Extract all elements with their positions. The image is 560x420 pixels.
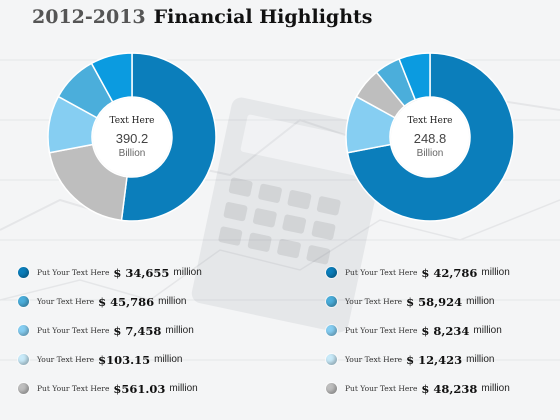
legend-dot-icon [326,325,337,336]
donut-slice [120,52,217,222]
donut-chart-left: Text Here 390.2 Billion [47,52,217,222]
title-main: Financial Highlights [153,6,373,28]
donut-center-label: Text Here [407,115,453,126]
donut-center-label: Text Here [109,115,155,126]
donut-center-value: 248.8 [413,130,447,146]
donut-slice [90,52,133,103]
legend-dot-icon [18,354,29,365]
legend-unit: million [154,354,183,365]
legend-text: Put Your Text Here [345,384,418,393]
donut-slice [346,52,515,222]
legend-text: Your Text Here [37,355,95,364]
donut-hole [93,98,171,176]
legend-unit: million [169,383,198,394]
legend-item: Put Your Text Here $ 7,458 million [18,316,278,345]
legend-amount: $ 48,238 [421,381,478,396]
legend-right: Put Your Text Here $ 42,786 million Your… [326,258,560,403]
legend-text: Your Text Here [37,297,95,306]
legend-dot-icon [18,325,29,336]
legend-amount: $ 7,458 [113,323,162,338]
legend-dot-icon [326,354,337,365]
donut-slice [398,52,431,101]
legend-unit: million [158,296,187,307]
legend-amount: $ 34,655 [113,265,170,280]
legend-item: Put Your Text Here $ 48,238 million [326,374,560,403]
legend-text: Put Your Text Here [37,268,110,277]
legend-unit: million [481,383,510,394]
legend-dot-icon [326,267,337,278]
legend-text: Your Text Here [345,355,403,364]
donut-center-unit: Billion [118,147,146,159]
legend-unit: million [466,296,495,307]
legend-unit: million [466,354,495,365]
donut-hole [391,98,469,176]
legend-text: Put Your Text Here [37,326,110,335]
legend-dot-icon [326,296,337,307]
legend-unit: million [165,325,194,336]
donut-chart-right: Text Here 248.8 Billion [345,52,515,222]
legend-amount: $561.03 [113,381,166,396]
legend-unit: million [481,267,510,278]
legend-item: Your Text Here $103.15 million [18,345,278,374]
donut-chart-right-svg [345,52,515,222]
legend-amount: $ 45,786 [98,294,155,309]
legend-item: Put Your Text Here $561.03 million [18,374,278,403]
page-title: 2012-2013 Financial Highlights [32,6,373,28]
legend-item: Put Your Text Here $ 42,786 million [326,258,560,287]
legend-item: Put Your Text Here $ 34,655 million [18,258,278,287]
legend-text: Your Text Here [345,297,403,306]
legend-item: Your Text Here $ 45,786 million [18,287,278,316]
legend-text: Put Your Text Here [37,384,110,393]
title-years: 2012-2013 [32,6,146,28]
legend-dot-icon [18,383,29,394]
legend-amount: $103.15 [98,352,151,367]
legend-item: Your Text Here $ 58,924 million [326,287,560,316]
legend-item: Put Your Text Here $ 8,234 million [326,316,560,345]
donut-center-unit: Billion [416,147,444,159]
legend-item: Your Text Here $ 12,423 million [326,345,560,374]
donut-center-right: Text Here 248.8 Billion [345,52,515,222]
legend-dot-icon [326,383,337,394]
legend-amount: $ 8,234 [421,323,470,338]
legend-left: Put Your Text Here $ 34,655 million Your… [18,258,278,403]
legend-amount: $ 12,423 [406,352,463,367]
legend-text: Put Your Text Here [345,326,418,335]
legend-unit: million [173,267,202,278]
legend-dot-icon [18,267,29,278]
donut-center-left: Text Here 390.2 Billion [47,52,217,222]
donut-center-value: 390.2 [115,130,149,146]
legend-amount: $ 58,924 [406,294,463,309]
legend-unit: million [473,325,502,336]
legend-text: Put Your Text Here [345,268,418,277]
legend-amount: $ 42,786 [421,265,478,280]
legend-dot-icon [18,296,29,307]
donut-chart-left-svg [47,52,217,222]
